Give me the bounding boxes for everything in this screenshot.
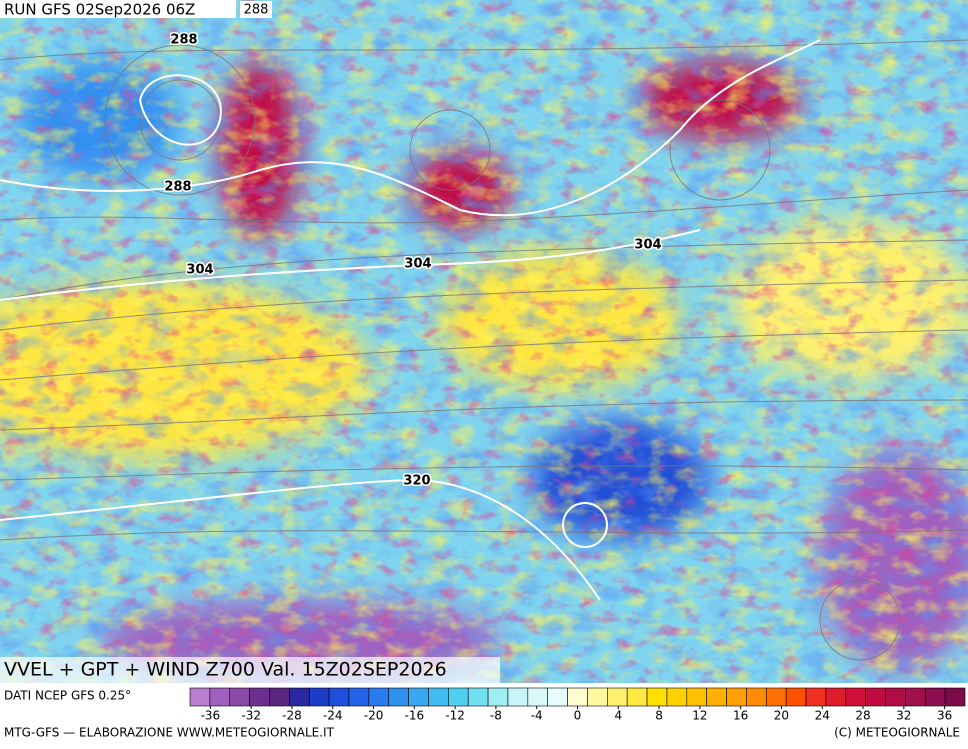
colorbar-cell — [706, 687, 727, 707]
colorbar-cell — [785, 687, 807, 707]
colorbar-tick-label: -36 — [201, 709, 221, 723]
colorbar-cell — [746, 687, 767, 707]
streamlines — [0, 39, 968, 661]
colorbar-tick-label: 8 — [655, 709, 663, 723]
colorbar-cell — [348, 687, 370, 707]
colorbar-cell — [547, 687, 568, 707]
colorbar-cell — [587, 687, 608, 707]
header-box — [0, 0, 236, 18]
colorbar-cell — [845, 687, 866, 707]
colorbar-cell — [765, 687, 787, 707]
colorbar-cell — [646, 687, 668, 707]
colorbar-cell — [924, 687, 946, 707]
colorbar-tick-label: 0 — [574, 709, 582, 723]
colorbar-tick-label: -28 — [282, 709, 302, 723]
colorbar-cell — [448, 687, 469, 707]
colorbar-cell — [289, 687, 310, 707]
source-label: DATI NCEP GFS 0.25° — [4, 689, 131, 703]
colorbar-tick-label: 28 — [855, 709, 870, 723]
colorbar-tick-label: -24 — [323, 709, 343, 723]
map-title: VVEL + GPT + WIND Z700 Val. 15Z02SEP2026 — [4, 659, 447, 681]
noise — [0, 0, 968, 683]
colorbar-cell — [467, 687, 489, 707]
run-label: RUN GFS 02Sep2026 06Z — [4, 1, 195, 19]
colorbar-cell — [308, 687, 330, 707]
colorbar-cell — [368, 687, 390, 707]
colorbar-tick-label: -12 — [445, 709, 465, 723]
colorbar-cell — [507, 687, 529, 707]
badge-label: 288 — [244, 3, 269, 18]
contour-label: 304 — [634, 238, 661, 253]
colorbar-cell — [905, 687, 926, 707]
colorbar-cell — [865, 687, 886, 707]
colorbar-tick-label: -16 — [405, 709, 425, 723]
contour-label: 288 — [170, 33, 197, 48]
colorbar-cell — [607, 687, 628, 707]
colorbar-cell — [209, 687, 231, 707]
colorbar-cell — [825, 687, 847, 707]
colorbar-cell — [428, 687, 449, 707]
colorbar-cell — [567, 687, 588, 707]
colorbar-cell — [885, 687, 906, 707]
colorbar-tick-label: 4 — [614, 709, 622, 723]
colorbar-tick-label: 20 — [774, 709, 789, 723]
colorbar-tick-label: 12 — [692, 709, 707, 723]
colorbar-tick-label: -32 — [241, 709, 261, 723]
footer-right: (C) METEOGIORNALE — [834, 726, 960, 740]
colorbar-tick-label: 16 — [733, 709, 748, 723]
title-box — [0, 657, 500, 683]
colorbar-tick-label: -8 — [490, 709, 502, 723]
colorbar-tick-label: -4 — [531, 709, 543, 723]
colorbar-cell — [249, 687, 270, 707]
colorbar-cell — [527, 687, 548, 707]
colorbar-cell — [626, 687, 648, 707]
colorbar-cell — [487, 687, 509, 707]
colorbar-cell — [189, 687, 211, 707]
colorbar-cell — [726, 687, 747, 707]
badge-box — [240, 1, 272, 18]
colorbar-cell — [269, 687, 290, 707]
colorbar-tick-label: -20 — [364, 709, 384, 723]
colorbar-cell — [229, 687, 250, 707]
colorbar-tick-label: 36 — [937, 709, 952, 723]
colorbar-tick-label: 32 — [896, 709, 911, 723]
contour-label: 320 — [403, 474, 430, 489]
map: RUN GFS 02Sep2026 06Z 288 VVEL + GPT + W… — [0, 0, 968, 683]
colorbar-cell — [944, 687, 966, 707]
colorbar-cell — [686, 687, 707, 707]
contour-label: 304 — [404, 257, 431, 272]
colorbar-cell — [805, 687, 827, 707]
colorbar-cell — [666, 687, 688, 707]
colorbar-tick-label: 24 — [815, 709, 830, 723]
contour-label: 304 — [186, 263, 213, 278]
footer-left: MTG-GFS — ELABORAZIONE WWW.METEOGIORNALE… — [4, 726, 335, 740]
colorbar-cell — [328, 687, 350, 707]
contour-label: 288 — [164, 180, 191, 195]
colorbar-cell — [388, 687, 409, 707]
contours — [0, 39, 821, 601]
colorbar-cell — [408, 687, 429, 707]
